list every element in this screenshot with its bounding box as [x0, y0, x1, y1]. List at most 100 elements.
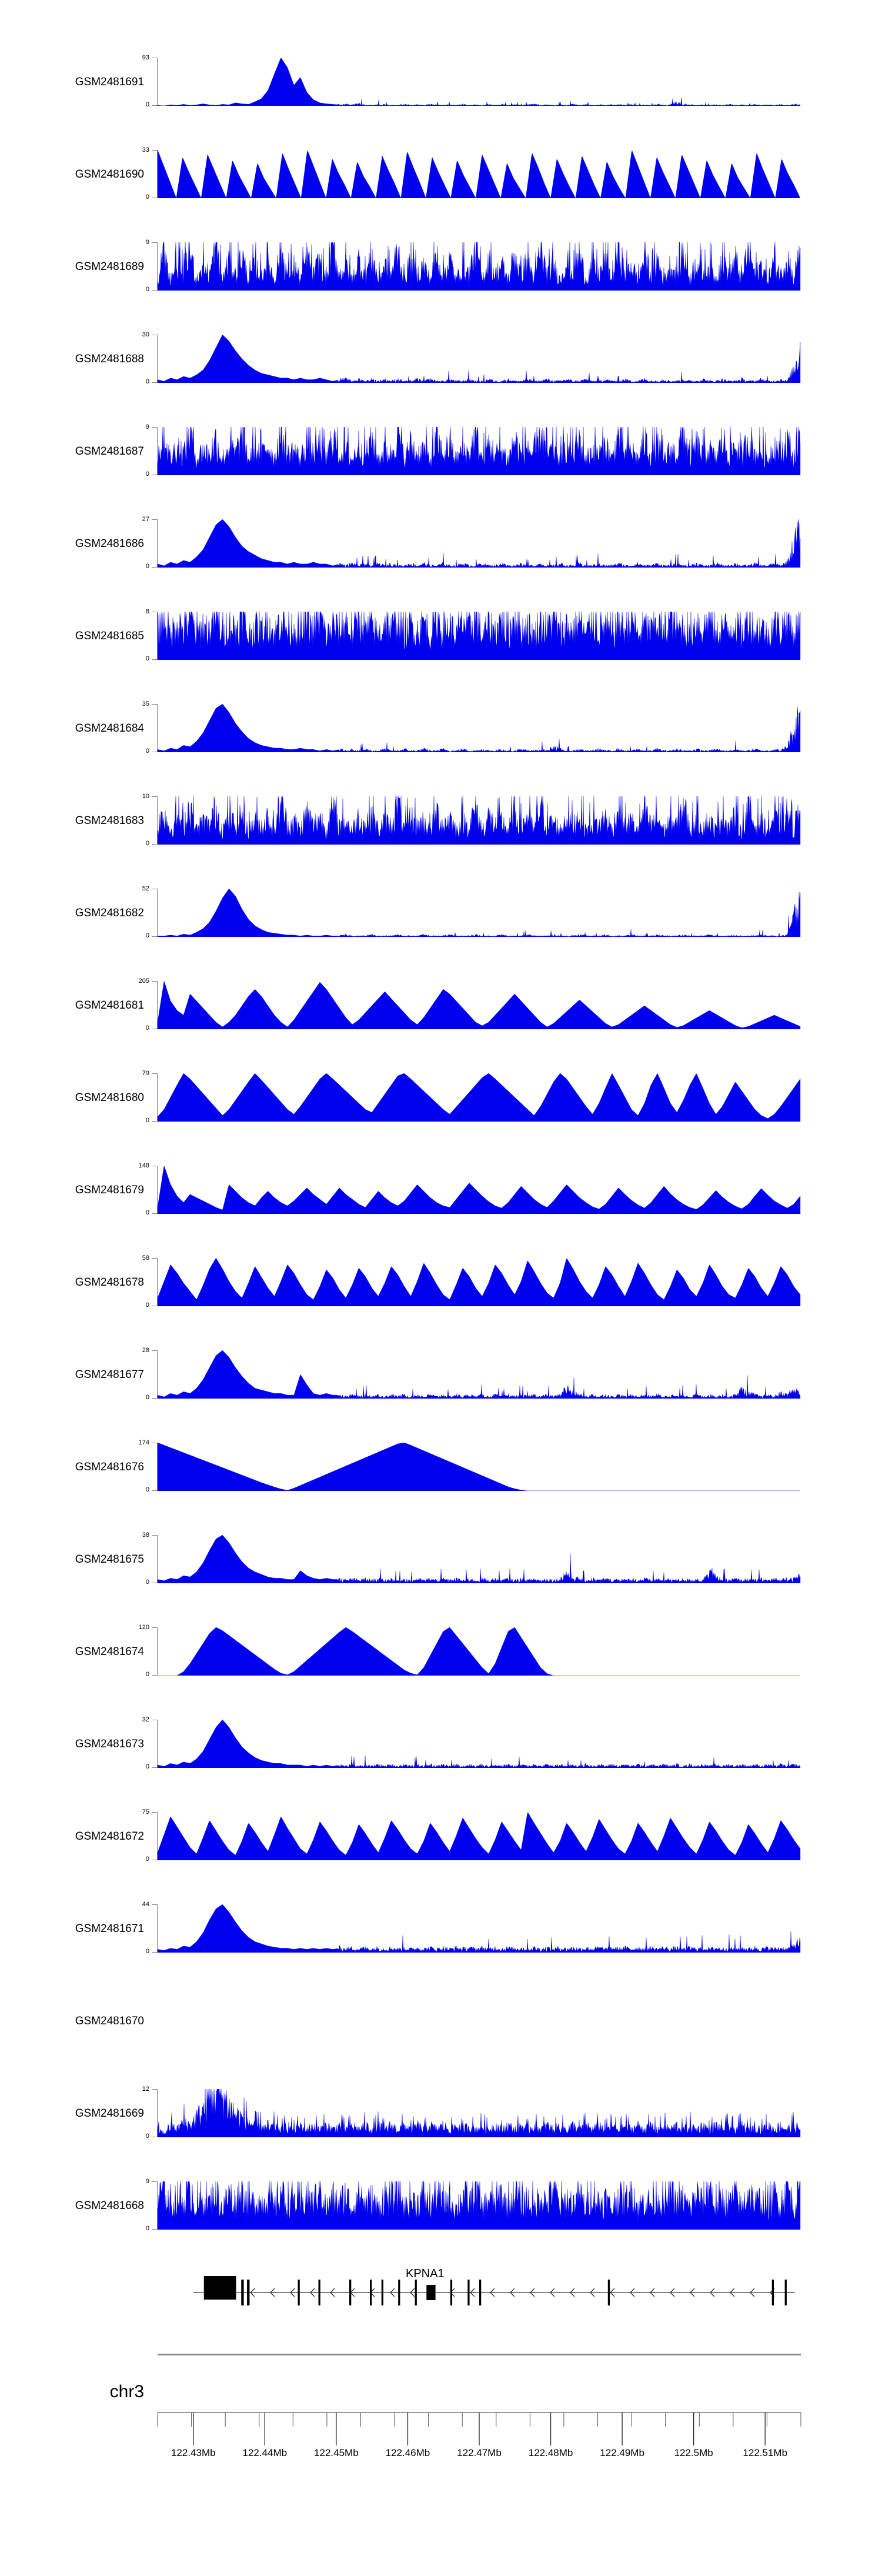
track-sample-label: GSM2481672: [75, 1830, 144, 1843]
y-axis-min-label: 0: [145, 1209, 149, 1216]
coverage-track[interactable]: GSM2481684 35 0: [0, 701, 882, 764]
coverage-track[interactable]: GSM2481680 79 0: [0, 1070, 882, 1133]
y-axis-min-label: 0: [145, 286, 149, 293]
y-axis-min-label: 0: [145, 1948, 149, 1955]
chromosome-label: chr3: [109, 2382, 144, 2401]
coverage-track[interactable]: GSM2481677 28 0: [0, 1347, 882, 1410]
y-axis-min-label: 0: [145, 1394, 149, 1401]
coverage-curve: [158, 1258, 801, 1306]
y-axis-tick-min: [152, 1952, 157, 1953]
coverage-track[interactable]: GSM2481681 205 0: [0, 977, 882, 1041]
coverage-plot-area[interactable]: [158, 519, 801, 568]
track-sample-label: GSM2481677: [75, 1369, 144, 1381]
y-axis-max-label: 9: [145, 423, 149, 431]
y-axis-max-label: 205: [138, 977, 149, 985]
coverage-track[interactable]: GSM2481682 52 0: [0, 886, 882, 949]
coverage-plot-area[interactable]: [158, 704, 801, 752]
track-sample-label: GSM2481680: [75, 1092, 144, 1104]
y-axis-tick-max: [152, 242, 157, 243]
coverage-track[interactable]: GSM2481676 174 0: [0, 1440, 882, 1503]
coverage-curve: [158, 1627, 800, 1676]
track-sample-label: GSM2481681: [75, 999, 144, 1012]
coverage-track[interactable]: GSM2481672 75 0: [0, 1808, 882, 1872]
coverage-track[interactable]: GSM2481673 32 0: [0, 1717, 882, 1780]
y-axis-spine: [157, 427, 158, 475]
coverage-curve: [158, 981, 801, 1029]
track-sample-label: GSM2481678: [75, 1276, 144, 1289]
track-sample-label: GSM2481676: [75, 1461, 144, 1473]
y-axis-spine: [157, 2089, 158, 2137]
coverage-track[interactable]: GSM2481683 10 0: [0, 793, 882, 856]
y-axis-tick-min: [152, 1675, 157, 1676]
coverage-track[interactable]: GSM2481686 27 0: [0, 516, 882, 579]
coverage-plot-area[interactable]: [158, 58, 801, 106]
coverage-track[interactable]: GSM2481690 33 0: [0, 147, 882, 210]
y-axis-spine: [157, 58, 158, 106]
coverage-track[interactable]: GSM2481689 9 0: [0, 239, 882, 302]
coverage-track[interactable]: GSM2481668 9 0: [0, 2178, 882, 2241]
coverage-track[interactable]: GSM2481679 148 0: [0, 1163, 882, 1226]
y-axis-max-label: 58: [142, 1254, 149, 1262]
coverage-plot-area[interactable]: [158, 1258, 801, 1306]
y-axis-max-label: 30: [142, 331, 149, 338]
coverage-plot-area[interactable]: [158, 889, 801, 937]
coverage-curve: [158, 335, 801, 383]
coverage-plot-area[interactable]: [158, 1443, 801, 1491]
coverage-plot-area[interactable]: [158, 981, 801, 1029]
gene-model-track: KPNA1: [0, 2258, 882, 2329]
coverage-track[interactable]: GSM2481670: [0, 1997, 882, 2057]
y-axis-spine: [157, 1166, 158, 1214]
y-axis-spine: [157, 1535, 158, 1583]
y-axis-spine: [157, 1258, 158, 1306]
coverage-track[interactable]: GSM2481691 93 0: [0, 55, 882, 118]
coverage-plot-area[interactable]: [158, 1627, 801, 1676]
coverage-plot-area[interactable]: [158, 2089, 801, 2137]
coverage-plot-area[interactable]: [158, 1166, 801, 1214]
y-axis-tick-max: [152, 2089, 157, 2090]
coverage-plot-area[interactable]: [158, 427, 801, 475]
coverage-plot-area[interactable]: [158, 2181, 801, 2230]
coverage-plot-area[interactable]: [158, 1535, 801, 1583]
coverage-plot-area[interactable]: [158, 150, 801, 198]
coverage-plot-area[interactable]: [158, 1350, 801, 1399]
coverage-plot-area[interactable]: [158, 796, 801, 845]
y-axis-tick-max: [152, 1073, 157, 1074]
y-axis-max-label: 120: [138, 1624, 149, 1631]
coverage-track[interactable]: GSM2481678 58 0: [0, 1254, 882, 1318]
y-axis-tick-max: [152, 2181, 157, 2182]
ruler-tick-label: 122.49Mb: [600, 2447, 644, 2458]
coverage-plot-area[interactable]: [158, 612, 801, 660]
y-axis-min-label: 0: [145, 748, 149, 755]
coverage-track[interactable]: GSM2481674 120 0: [0, 1624, 882, 1687]
y-axis-tick-max: [152, 704, 157, 705]
track-sample-label: GSM2481689: [75, 261, 144, 273]
coverage-track[interactable]: GSM2481687 9 0: [0, 423, 882, 487]
y-axis-spine: [157, 150, 158, 198]
coverage-track[interactable]: GSM2481688 30 0: [0, 331, 882, 395]
y-axis-min-label: 0: [145, 655, 149, 662]
y-axis-max-label: 75: [142, 1808, 149, 1816]
coverage-curve: [158, 2181, 801, 2230]
coverage-plot-area[interactable]: [158, 1073, 801, 1122]
coverage-track[interactable]: GSM2481675 38 0: [0, 1532, 882, 1595]
coverage-plot-area[interactable]: [158, 335, 801, 383]
y-axis-tick-max: [152, 1258, 157, 1259]
coverage-plot-area[interactable]: [158, 1720, 801, 1768]
coverage-plot-area[interactable]: [158, 1904, 801, 1953]
y-axis-min-label: 0: [145, 840, 149, 847]
y-axis-spine: [157, 612, 158, 660]
coverage-plot-area[interactable]: [158, 242, 801, 291]
y-axis-tick-min: [152, 844, 157, 845]
track-sample-label: GSM2481669: [75, 2107, 144, 2120]
coverage-track[interactable]: GSM2481671 44 0: [0, 1901, 882, 1964]
y-axis-tick-min: [152, 1213, 157, 1214]
track-sample-label: GSM2481684: [75, 722, 144, 735]
y-axis-max-label: 12: [142, 2086, 149, 2093]
coverage-track[interactable]: GSM2481685 8 0: [0, 609, 882, 672]
coverage-curve: [158, 58, 801, 106]
coverage-track[interactable]: GSM2481669 12 0: [0, 2086, 882, 2149]
coverage-curve: [158, 889, 801, 937]
y-axis-tick-min: [152, 1398, 157, 1399]
coverage-plot-area[interactable]: [158, 1812, 801, 1860]
